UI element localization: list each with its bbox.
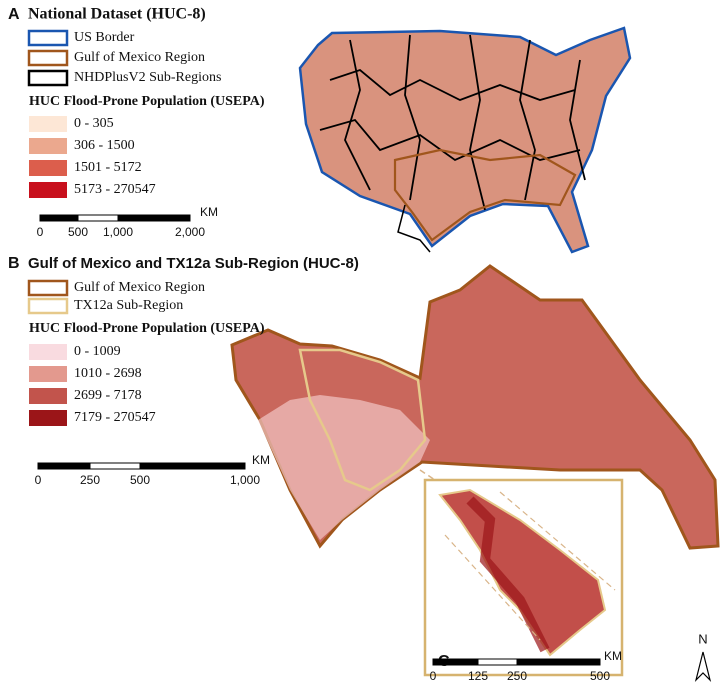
boundary-swatch	[27, 29, 69, 47]
class-swatch	[29, 116, 67, 132]
legend-title: HUC Flood-Prone Population (USEPA)	[29, 321, 265, 336]
scale-segment	[37, 462, 91, 470]
leader-line	[499, 491, 616, 591]
panel-letter: A	[8, 6, 20, 23]
boundary-swatch	[27, 69, 69, 87]
class-swatch	[29, 182, 67, 198]
class-swatch	[29, 344, 67, 360]
tx12a-outline	[298, 348, 427, 492]
mexico-basin	[397, 204, 431, 253]
scale-unit: KM	[604, 649, 622, 663]
scale-label: 500	[590, 669, 610, 683]
scale-label: 0	[430, 669, 437, 683]
scale-segment	[432, 658, 479, 666]
class-swatch	[29, 138, 67, 154]
boundary-swatch	[27, 297, 69, 315]
class-label: 1010 - 2698	[74, 366, 142, 381]
boundary-swatch	[27, 279, 69, 297]
scale-label: 1,000	[230, 473, 260, 487]
boundary-swatch	[27, 49, 69, 67]
scale-label: 0	[35, 473, 42, 487]
boundary-label: Gulf of Mexico Region	[74, 280, 205, 295]
class-label: 0 - 305	[74, 116, 114, 131]
class-label: 0 - 1009	[74, 344, 121, 359]
boundary-label: US Border	[74, 30, 135, 45]
scale-segment	[39, 214, 79, 222]
scale-segment	[516, 658, 601, 666]
sub-region-lines	[319, 34, 586, 211]
class-label: 1501 - 5172	[74, 160, 142, 175]
class-swatch	[29, 388, 67, 404]
boundary-label: TX12a Sub-Region	[74, 298, 183, 313]
scale-unit: KM	[252, 453, 270, 467]
class-swatch	[29, 160, 67, 176]
map-a	[298, 26, 632, 254]
class-swatch	[29, 366, 67, 382]
panel-title: National Dataset (HUC-8)	[28, 6, 206, 23]
panel-title: Gulf of Mexico and TX12a Sub-Region (HUC…	[28, 255, 359, 272]
scale-label: 250	[80, 473, 100, 487]
class-swatch	[29, 410, 67, 426]
legend-title: HUC Flood-Prone Population (USEPA)	[29, 94, 265, 109]
scale-unit: KM	[200, 205, 218, 219]
boundary-label: NHDPlusV2 Sub-Regions	[74, 70, 221, 85]
us-outline	[298, 26, 632, 254]
scale-segment	[77, 214, 119, 222]
scale-segment	[477, 658, 518, 666]
dark-hucs	[466, 496, 550, 653]
scale-segment	[139, 462, 246, 470]
class-label: 306 - 1500	[74, 138, 135, 153]
scale-label: 500	[68, 225, 88, 239]
class-label: 2699 - 7178	[74, 388, 142, 403]
north-arrow: N	[694, 631, 712, 682]
scale-segment	[89, 462, 141, 470]
panel-letter: B	[8, 255, 20, 272]
scale-label: 1,000	[103, 225, 133, 239]
leader-line	[444, 534, 541, 641]
scale-label: 500	[130, 473, 150, 487]
class-label: 5173 - 270547	[74, 182, 156, 197]
class-label: 7179 - 270547	[74, 410, 156, 425]
boundary-label: Gulf of Mexico Region	[74, 50, 205, 65]
light-hucs	[258, 395, 430, 540]
scale-label: 2,000	[175, 225, 205, 239]
north-label: N	[698, 631, 707, 646]
north-arrow-shape	[694, 651, 712, 682]
map-b	[230, 264, 720, 677]
gulf-outline	[393, 148, 577, 242]
scale-label: 0	[37, 225, 44, 239]
scale-segment	[117, 214, 191, 222]
scale-label: 125	[468, 669, 488, 683]
scale-label: 250	[507, 669, 527, 683]
